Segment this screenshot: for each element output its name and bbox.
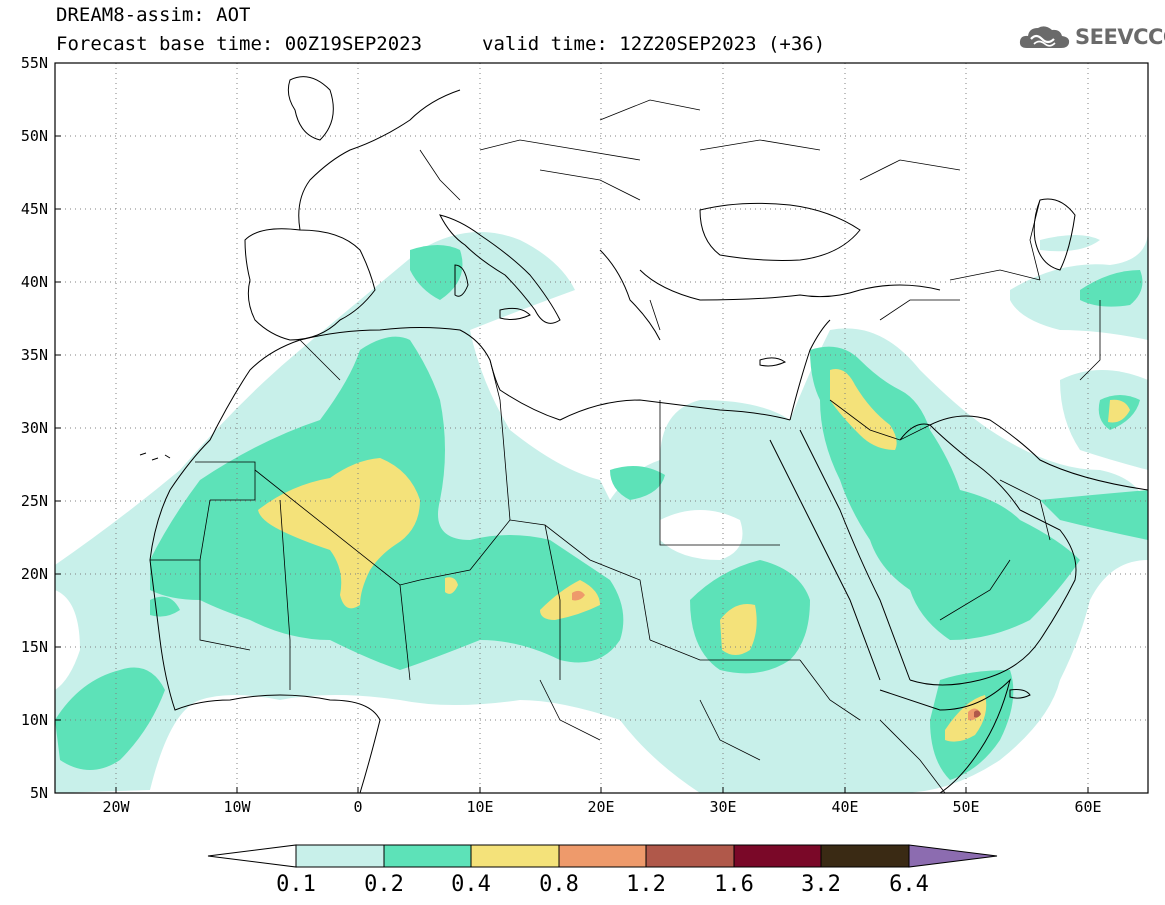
colorbar-segment [470, 844, 560, 868]
lon-label: 0 [353, 798, 362, 816]
gridlines [55, 63, 1148, 793]
aot-field [55, 63, 1148, 793]
lon-label: 10W [223, 798, 251, 816]
colorbar-segment [645, 844, 735, 868]
colorbar-label: 0.8 [539, 872, 579, 897]
colorbar-label: 0.1 [276, 872, 316, 897]
axis-ticks [55, 62, 1089, 794]
logo-text: SEEVCCC [1075, 25, 1165, 49]
lon-label: 10E [466, 798, 493, 816]
colorbar-label: 3.2 [801, 872, 841, 897]
colorbar [207, 844, 998, 868]
colorbar-label: 6.4 [889, 872, 929, 897]
lat-label: 15N [21, 638, 48, 656]
lon-label: 40E [831, 798, 858, 816]
seevccc-logo: SEEVCCC [1017, 22, 1165, 52]
aot-level-1.2 [974, 710, 981, 718]
lon-label: 20E [587, 798, 614, 816]
lat-label: 35N [21, 346, 48, 364]
lat-label: 25N [21, 492, 48, 510]
lon-label: 60E [1074, 798, 1101, 816]
cloud-icon [1019, 26, 1070, 48]
lat-label: 5N [30, 784, 48, 802]
colorbar-high-arrow [908, 844, 998, 868]
lat-label: 50N [21, 127, 48, 145]
colorbar-label: 0.2 [364, 872, 404, 897]
forecast-base-time: Forecast base time: 00Z19SEP2023 [56, 33, 423, 55]
lat-label: 20N [21, 565, 48, 583]
colorbar-label: 0.4 [451, 872, 491, 897]
colorbar-segment [295, 844, 385, 868]
aot-level-0.1 [55, 230, 1148, 793]
lat-label: 30N [21, 419, 48, 437]
valid-time: valid time: 12Z20SEP2023 (+36) [482, 33, 826, 55]
lat-labels: 55N 50N 45N 40N 35N 30N 25N 20N 15N 10N … [21, 54, 48, 802]
aot-level-0.4 [258, 369, 1130, 742]
colorbar-segment [558, 844, 647, 868]
country-borders [150, 99, 1101, 793]
lat-label: 55N [21, 54, 48, 72]
coastlines [139, 76, 1148, 793]
colorbar-segment [733, 844, 822, 868]
lat-label: 45N [21, 200, 48, 218]
lat-label: 40N [21, 273, 48, 291]
lon-labels: 20W 10W 0 10E 20E 30E 40E 50E 60E [102, 798, 1101, 816]
colorbar-low-arrow [207, 844, 297, 868]
colorbar-segment [383, 844, 472, 868]
lon-label: 50E [952, 798, 979, 816]
colorbar-label: 1.2 [626, 872, 666, 897]
map-title: DREAM8-assim: AOT [56, 4, 251, 26]
colorbar-label: 1.6 [714, 872, 754, 897]
lat-label: 10N [21, 711, 48, 729]
colorbar-segment [820, 844, 910, 868]
lon-label: 30E [709, 798, 736, 816]
lon-label: 20W [102, 798, 130, 816]
